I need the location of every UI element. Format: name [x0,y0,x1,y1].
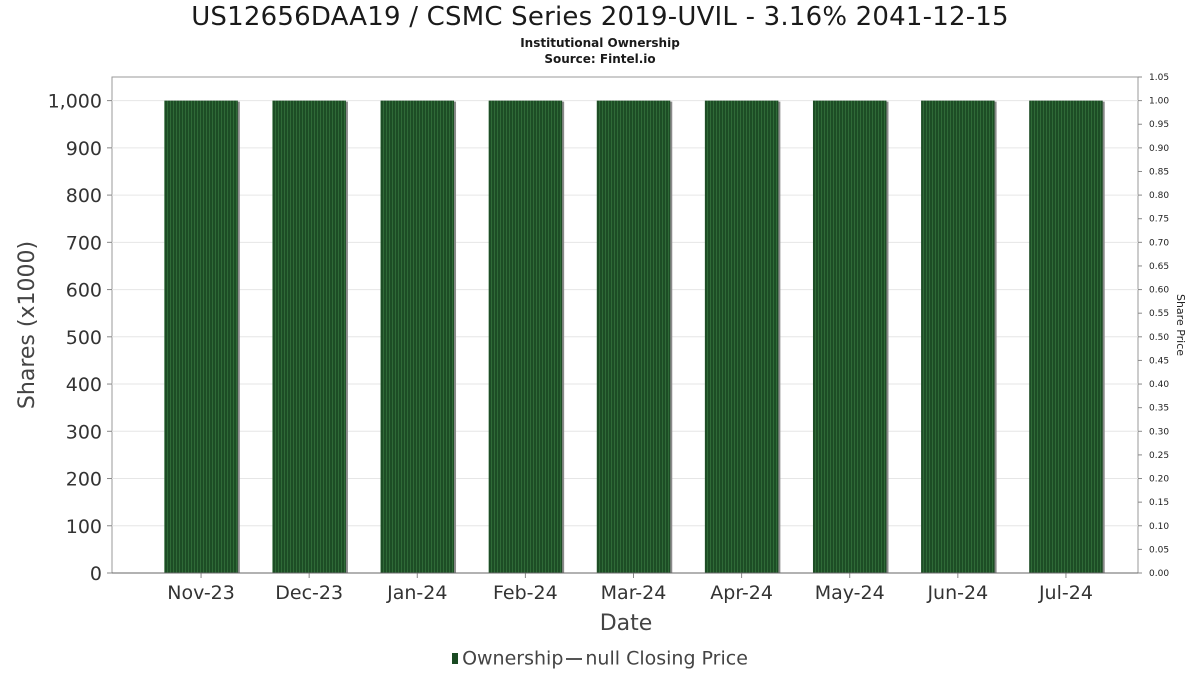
bar-ownership [812,100,887,573]
y2-tick-label: 0.80 [1149,191,1169,201]
y-tick-label: 900 [66,138,102,160]
x-tick-label: Feb-24 [493,582,558,604]
x-axis-label: Date [600,611,653,636]
x-tick-label: Jan-24 [386,582,447,604]
subtitle-line-source: Source: Fintel.io [544,52,656,66]
y2-tick-label: 0.05 [1149,545,1169,555]
y2-tick-label: 0.35 [1149,404,1169,414]
bars [164,100,1105,573]
bar-ownership [164,100,238,573]
y2-tick-label: 0.00 [1149,569,1169,579]
y2-tick-label: 0.25 [1149,451,1169,461]
y-tick-label: 600 [66,280,102,302]
chart-title: US12656DAA19 / CSMC Series 2019-UVIL - 3… [191,2,1009,32]
x-tick-label: Dec-23 [275,582,343,604]
legend-price-line [566,657,583,660]
y-axis-left: 0 100 200 300 400 500 600 700 800 900 1,000 [48,91,112,585]
y2-tick-label: 0.95 [1149,120,1169,130]
y-tick-label: 400 [66,374,102,396]
y-axis-label: Shares (x1000) [15,241,40,409]
bar-ownership [704,100,779,573]
y2-tick-label: 0.50 [1149,333,1169,343]
y-tick-label: 500 [66,327,102,349]
y2-tick-label: 0.10 [1149,522,1169,532]
y2-axis-label: Share Price [1174,294,1187,356]
bar-ownership [596,100,671,573]
y-tick-label: 1,000 [48,91,102,113]
bar-ownership [272,100,346,573]
y-axis-right: 0.00 0.05 0.10 0.15 0.20 0.25 0.30 0.35 0.40 0.45… [1138,73,1169,579]
x-tick-label: Jul-24 [1038,582,1093,604]
y2-tick-label: 0.85 [1149,167,1169,177]
y2-tick-label: 0.20 [1149,475,1169,485]
y2-tick-label: 0.70 [1149,238,1169,248]
x-axis: Nov-23 Dec-23 Jan-24 Feb-24 Mar-24 Apr-24 May-… [167,573,1093,604]
bar-ownership [1029,100,1103,573]
x-tick-label: Mar-24 [601,582,667,604]
y2-tick-label: 0.55 [1149,309,1169,319]
y-tick-label: 200 [66,469,102,491]
y2-tick-label: 0.45 [1149,356,1169,366]
y-tick-label: 300 [66,421,102,443]
y2-tick-label: 0.60 [1149,286,1169,296]
chart-subtitle: Institutional Ownership Source: Fintel.i… [0,35,1200,67]
y-tick-label: 100 [66,516,102,538]
bar-ownership [488,100,563,573]
y2-tick-label: 0.30 [1149,427,1169,437]
x-tick-label: Apr-24 [710,582,773,604]
bar-ownership [380,100,455,573]
legend-price-label: null Closing Price [585,647,748,670]
y2-tick-label: 0.90 [1149,144,1169,154]
x-tick-label: Jun-24 [926,582,988,604]
y2-tick-label: 0.40 [1149,380,1169,390]
subtitle-line-ownership: Institutional Ownership [520,36,680,50]
y-tick-label: 0 [90,563,102,585]
y2-tick-label: 0.15 [1149,498,1169,508]
bar-ownership [921,100,995,573]
legend-ownership-label: Ownership [462,647,564,670]
legend-ownership-swatch [452,653,459,664]
y-tick-label: 700 [66,232,102,254]
y2-tick-label: 0.75 [1149,215,1169,225]
y-tick-label: 800 [66,185,102,207]
x-tick-label: Nov-23 [167,582,235,604]
legend: Ownership null Closing Price [0,647,1200,670]
y2-tick-label: 1.05 [1149,73,1169,83]
y2-tick-label: 0.65 [1149,262,1169,272]
x-tick-label: May-24 [815,582,885,604]
y2-tick-label: 1.00 [1149,97,1169,107]
